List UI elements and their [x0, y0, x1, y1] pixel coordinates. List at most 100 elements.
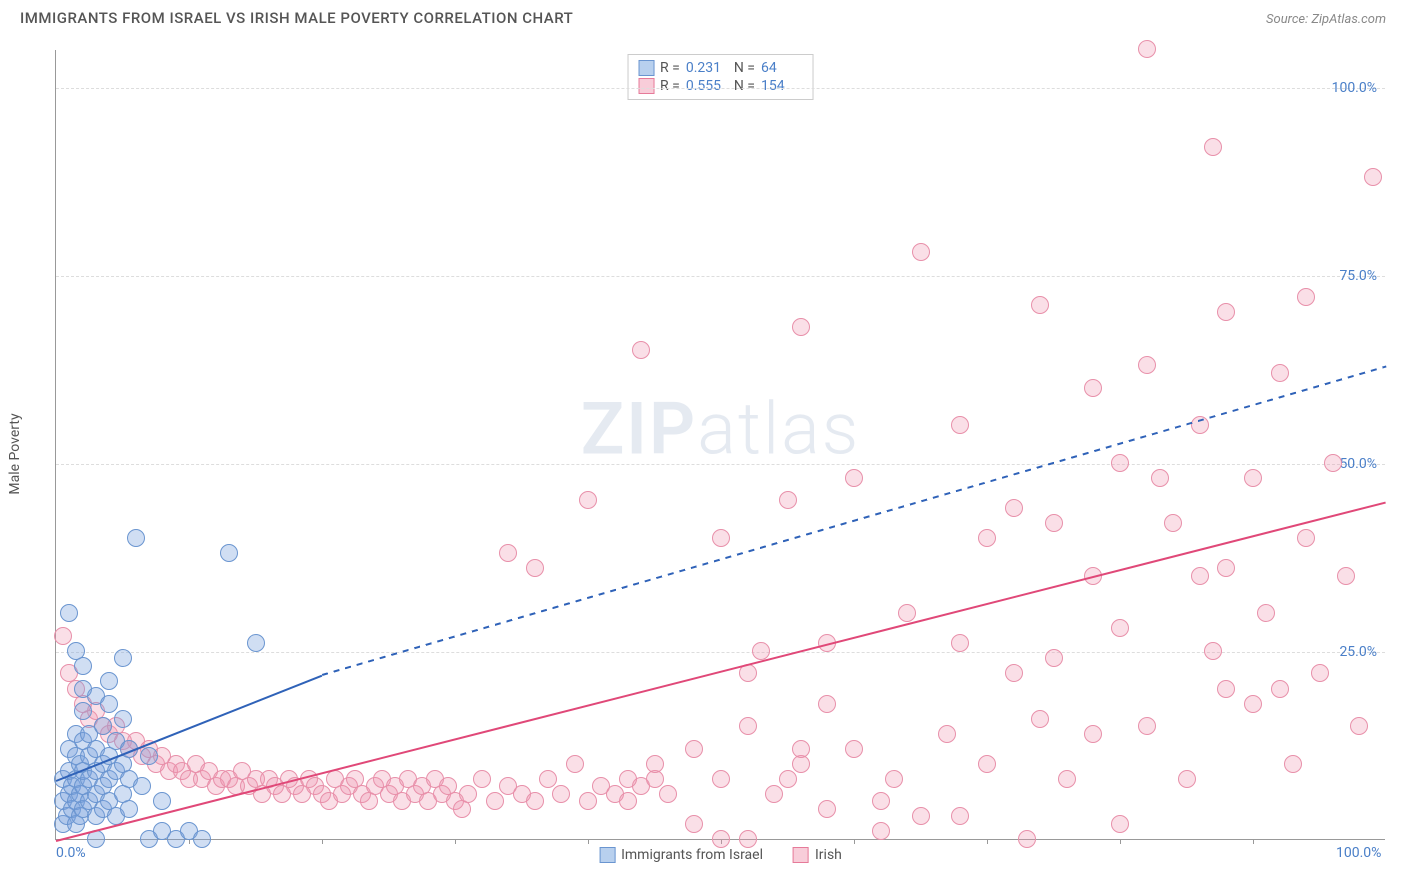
chart-title: IMMIGRANTS FROM ISRAEL VS IRISH MALE POV…	[20, 9, 573, 27]
swatch-israel	[638, 60, 654, 76]
data-point-irish	[779, 491, 797, 509]
data-point-irish	[1045, 514, 1063, 532]
ytick-label: 100.0%	[1332, 80, 1377, 96]
data-point-irish	[898, 604, 916, 622]
data-point-irish	[1138, 717, 1156, 735]
data-point-israel	[100, 672, 118, 690]
data-point-irish	[1164, 514, 1182, 532]
data-point-irish	[1058, 770, 1076, 788]
data-point-irish	[526, 559, 544, 577]
data-point-irish	[712, 770, 730, 788]
data-point-israel	[153, 792, 171, 810]
data-point-israel	[100, 695, 118, 713]
r-value-irish: 0.555	[686, 78, 728, 94]
data-point-irish	[739, 830, 757, 848]
data-point-irish	[951, 634, 969, 652]
data-point-irish	[54, 627, 72, 645]
data-point-israel	[94, 717, 112, 735]
data-point-irish	[1031, 710, 1049, 728]
data-point-irish	[459, 785, 477, 803]
n-label: N =	[734, 60, 755, 76]
ytick-label: 75.0%	[1339, 268, 1377, 284]
data-point-irish	[792, 740, 810, 758]
stats-legend-box: R = 0.231 N = 64 R = 0.555 N = 154	[627, 54, 814, 100]
data-point-irish	[1364, 168, 1382, 186]
data-point-israel	[220, 544, 238, 562]
gridline	[56, 88, 1385, 89]
legend-label-irish: Irish	[815, 847, 842, 863]
xtick-mark	[1120, 839, 1121, 844]
data-point-irish	[1311, 664, 1329, 682]
data-point-israel	[193, 830, 211, 848]
data-point-irish	[845, 740, 863, 758]
ytick-label: 50.0%	[1339, 456, 1377, 472]
data-point-irish	[712, 830, 730, 848]
xtick-label: 100.0%	[1336, 845, 1381, 861]
data-point-irish	[1217, 680, 1235, 698]
r-label: R =	[660, 78, 680, 94]
data-point-irish	[1005, 664, 1023, 682]
data-point-irish	[1138, 40, 1156, 58]
data-point-irish	[912, 807, 930, 825]
data-point-irish	[1018, 830, 1036, 848]
source-prefix: Source:	[1266, 12, 1311, 27]
data-point-irish	[912, 243, 930, 261]
data-point-israel	[140, 747, 158, 765]
trend-line	[322, 366, 1386, 676]
n-label: N =	[734, 78, 755, 94]
data-point-irish	[685, 815, 703, 833]
data-point-irish	[1244, 469, 1262, 487]
trend-line	[56, 501, 1386, 842]
xtick-mark	[854, 839, 855, 844]
y-axis-label: Male Poverty	[7, 413, 23, 494]
data-point-israel	[127, 529, 145, 547]
gridline	[56, 464, 1385, 465]
data-point-irish	[1324, 454, 1342, 472]
data-point-irish	[619, 792, 637, 810]
data-point-irish	[1031, 296, 1049, 314]
data-point-irish	[1297, 288, 1315, 306]
data-point-irish	[951, 416, 969, 434]
xtick-mark	[588, 839, 589, 844]
data-point-irish	[779, 770, 797, 788]
data-point-israel	[67, 642, 85, 660]
ytick-label: 25.0%	[1339, 644, 1377, 660]
data-point-israel	[133, 777, 151, 795]
data-point-irish	[1084, 379, 1102, 397]
data-point-irish	[1271, 680, 1289, 698]
data-point-irish	[792, 318, 810, 336]
legend-item-irish: Irish	[793, 847, 842, 863]
data-point-irish	[1350, 717, 1368, 735]
data-point-irish	[552, 785, 570, 803]
swatch-irish	[638, 78, 654, 94]
legend-label-israel: Immigrants from Israel	[621, 847, 763, 863]
data-point-irish	[685, 740, 703, 758]
data-point-irish	[1244, 695, 1262, 713]
legend-swatch-israel	[599, 847, 615, 863]
data-point-irish	[1271, 364, 1289, 382]
data-point-irish	[1217, 559, 1235, 577]
data-point-irish	[885, 770, 903, 788]
data-point-irish	[1111, 815, 1129, 833]
data-point-irish	[1111, 454, 1129, 472]
stats-row-israel: R = 0.231 N = 64	[638, 59, 803, 77]
r-value-israel: 0.231	[686, 60, 728, 76]
data-point-irish	[499, 544, 517, 562]
data-point-irish	[818, 695, 836, 713]
data-point-irish	[579, 491, 597, 509]
data-point-israel	[120, 800, 138, 818]
n-value-israel: 64	[761, 60, 803, 76]
data-point-irish	[1005, 499, 1023, 517]
watermark: ZIPatlas	[581, 386, 861, 471]
xtick-mark	[322, 839, 323, 844]
data-point-israel	[60, 604, 78, 622]
data-point-irish	[619, 770, 637, 788]
bottom-legend: Immigrants from Israel Irish	[599, 847, 842, 863]
data-point-irish	[1178, 770, 1196, 788]
data-point-irish	[1204, 642, 1222, 660]
data-point-irish	[1284, 755, 1302, 773]
data-point-irish	[739, 717, 757, 735]
data-point-irish	[1111, 619, 1129, 637]
data-point-israel	[74, 680, 92, 698]
data-point-irish	[486, 792, 504, 810]
